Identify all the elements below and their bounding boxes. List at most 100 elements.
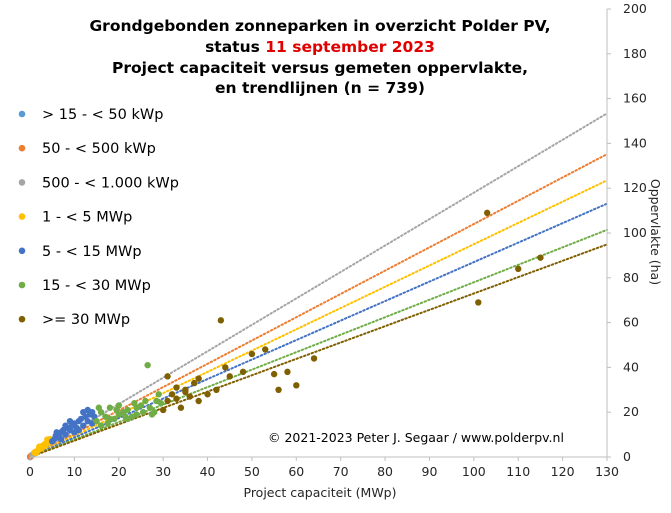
legend-marker bbox=[18, 281, 26, 289]
data-point-series-6 bbox=[164, 373, 171, 380]
data-point-series-6 bbox=[310, 355, 318, 362]
legend-marker bbox=[18, 179, 26, 186]
y-tick-label: 60 bbox=[623, 315, 639, 330]
data-point-series-5 bbox=[124, 406, 131, 414]
data-point-series-4 bbox=[57, 435, 65, 443]
data-point-series-5 bbox=[155, 391, 162, 398]
y-tick-label: 40 bbox=[623, 359, 639, 374]
y-tick-label: 200 bbox=[623, 1, 647, 16]
legend-marker bbox=[18, 110, 26, 118]
legend-entry: 500 - < 1.000 kWp bbox=[42, 175, 179, 191]
data-point-series-3 bbox=[33, 449, 40, 457]
data-point-series-4 bbox=[75, 426, 83, 434]
data-point-series-6 bbox=[186, 393, 193, 400]
data-point-series-4 bbox=[66, 417, 74, 425]
data-point-series-6 bbox=[173, 384, 180, 391]
title-line-3: en trendlijnen (n = 739) bbox=[215, 79, 425, 97]
data-point-series-5 bbox=[104, 420, 111, 427]
data-point-series-5 bbox=[131, 400, 138, 407]
y-tick-label: 20 bbox=[623, 404, 639, 419]
title-status-prefix: status bbox=[205, 38, 265, 56]
data-point-series-6 bbox=[195, 375, 202, 382]
legend-entry: 50 - < 500 kWp bbox=[42, 141, 156, 157]
x-tick-label: 30 bbox=[155, 464, 171, 479]
data-point-series-5 bbox=[139, 409, 147, 416]
data-point-series-4 bbox=[80, 422, 87, 429]
data-point-series-6 bbox=[248, 350, 256, 358]
data-point-series-6 bbox=[483, 209, 491, 217]
y-tick-label: 160 bbox=[623, 91, 647, 106]
data-point-series-5 bbox=[144, 361, 151, 369]
data-point-series-5 bbox=[106, 404, 114, 411]
data-point-series-6 bbox=[159, 406, 167, 414]
x-tick-label: 20 bbox=[111, 464, 127, 479]
y-tick-label: 140 bbox=[623, 135, 647, 150]
data-point-series-5 bbox=[111, 415, 118, 423]
data-point-series-6 bbox=[293, 382, 300, 389]
x-tick-label: 0 bbox=[26, 464, 34, 479]
data-point-series-6 bbox=[275, 386, 282, 393]
data-point-series-6 bbox=[164, 397, 171, 405]
data-point-series-5 bbox=[148, 411, 156, 418]
data-point-series-4 bbox=[84, 406, 91, 414]
data-point-series-5 bbox=[137, 402, 145, 409]
y-tick-label: 180 bbox=[623, 46, 647, 61]
trendline-3 bbox=[29, 179, 608, 458]
data-point-series-6 bbox=[239, 368, 247, 376]
data-point-series-6 bbox=[262, 346, 269, 353]
x-axis-ticks: 0 10 20 30 40 50 60 70 80 90 100 110 120 130 bbox=[26, 457, 619, 479]
x-tick-label: 80 bbox=[377, 464, 393, 479]
data-point-series-6 bbox=[284, 368, 291, 376]
x-tick-label: 90 bbox=[422, 464, 438, 479]
data-point-series-5 bbox=[157, 400, 165, 407]
title-line-2: Project capaciteit versus gemeten opperv… bbox=[112, 59, 528, 77]
x-tick-label: 10 bbox=[66, 464, 82, 479]
data-point-series-6 bbox=[217, 317, 225, 324]
legend-entry: 1 - < 5 MWp bbox=[42, 210, 132, 226]
data-point-series-6 bbox=[182, 388, 189, 396]
data-point-series-5 bbox=[113, 406, 120, 414]
data-point-series-6 bbox=[177, 404, 185, 411]
y-tick-label: 120 bbox=[623, 180, 647, 195]
data-point-series-6 bbox=[537, 254, 544, 261]
legend-marker bbox=[18, 315, 26, 323]
title-line-status: status 11 september 2023 bbox=[205, 38, 435, 56]
data-point-series-6 bbox=[515, 265, 522, 273]
x-tick-label: 110 bbox=[506, 464, 530, 479]
y-axis-label: Oppervlakte (ha) bbox=[648, 179, 663, 285]
x-tick-label: 50 bbox=[244, 464, 260, 479]
legend-entry: > 15 - < 50 kWp bbox=[42, 107, 163, 123]
chart-title: Grondgebonden zonneparken in overzicht P… bbox=[89, 17, 550, 97]
data-point-series-6 bbox=[191, 379, 198, 387]
data-point-series-6 bbox=[195, 397, 202, 405]
trendline-layer bbox=[29, 112, 608, 458]
data-point-series-3 bbox=[44, 436, 51, 443]
data-point-series-6 bbox=[173, 395, 180, 402]
data-point-series-6 bbox=[222, 364, 229, 371]
x-tick-label: 120 bbox=[551, 464, 575, 479]
data-point-series-6 bbox=[226, 373, 233, 380]
data-point-series-4 bbox=[62, 431, 69, 438]
data-point-series-6 bbox=[270, 370, 278, 378]
x-tick-label: 100 bbox=[462, 464, 486, 479]
data-point-series-5 bbox=[142, 397, 149, 405]
data-point-series-6 bbox=[475, 299, 482, 306]
x-tick-label: 60 bbox=[288, 464, 304, 479]
data-point-series-5 bbox=[122, 413, 129, 420]
title-status-date: 11 september 2023 bbox=[265, 38, 435, 56]
legend-entry: 5 - < 15 MWp bbox=[42, 244, 142, 260]
data-point-series-5 bbox=[93, 417, 100, 425]
trendline-1 bbox=[29, 153, 608, 458]
x-tick-label: 70 bbox=[333, 464, 349, 479]
trendline-2 bbox=[29, 112, 608, 458]
copyright-text: © 2021-2023 Peter J. Segaar / www.polder… bbox=[268, 430, 564, 445]
data-point-series-5 bbox=[95, 404, 102, 411]
data-point-series-4 bbox=[62, 422, 69, 429]
y-tick-label: 0 bbox=[623, 449, 631, 464]
points-layer bbox=[26, 209, 544, 461]
data-point-series-6 bbox=[204, 391, 211, 398]
data-point-series-5 bbox=[133, 411, 140, 418]
data-point-series-4 bbox=[52, 432, 59, 439]
